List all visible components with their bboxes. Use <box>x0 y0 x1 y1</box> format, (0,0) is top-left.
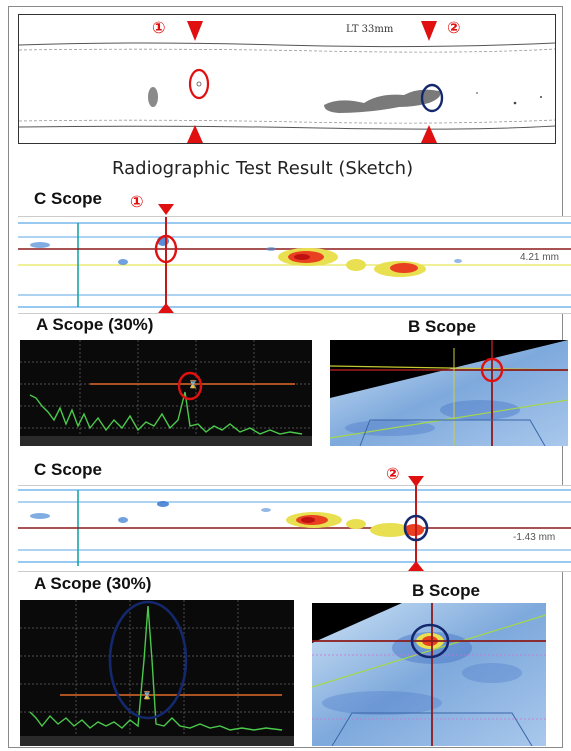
sketch-drawing <box>18 21 556 143</box>
sketch-marker-1-bottom <box>187 125 203 143</box>
sketch-marker-1-number: ① <box>152 18 166 37</box>
svg-text:⌛: ⌛ <box>142 690 152 700</box>
c-scope-1-marker-number: ① <box>130 192 144 211</box>
c-scope-1-cursor-bottom-marker <box>158 303 174 313</box>
sketch-circle-1 <box>188 68 210 100</box>
c-scope-2-marker-number: ② <box>386 464 400 483</box>
a-scope-1: ⌛ <box>20 340 312 446</box>
b-scope-2 <box>312 603 546 746</box>
c-scope-1-label: C Scope <box>34 189 103 208</box>
c-scope-2-label: C Scope <box>34 460 103 479</box>
c-scope-2-reading: -1.43 mm <box>513 532 556 543</box>
sketch-indication-elongated <box>324 89 441 113</box>
a-scope-1-label: A Scope (30%) <box>36 315 154 334</box>
radiograph-sketch <box>18 14 556 144</box>
sketch-marker-2-bottom <box>421 125 437 143</box>
sketch-handwritten-note: LT 33mm <box>346 24 394 35</box>
c-scope-1 <box>18 216 571 314</box>
a-scope-2-label: A Scope (30%) <box>34 574 152 593</box>
b-scope-1 <box>330 340 568 446</box>
c-scope-2-cursor-bottom-marker <box>408 561 424 571</box>
svg-text:⌛: ⌛ <box>188 379 198 389</box>
c-scope-2 <box>18 485 571 572</box>
c-scope-1-cursor-top-marker <box>158 204 174 215</box>
sketch-circle-2 <box>420 83 444 113</box>
sketch-marker-2-top <box>421 21 437 41</box>
b-scope-2-label: B Scope <box>412 581 481 600</box>
c-scope-2-cursor-top-marker <box>408 476 424 487</box>
sketch-caption: Radiographic Test Result (Sketch) <box>112 158 414 179</box>
b-scope-1-label: B Scope <box>408 317 477 336</box>
a-scope-2: ⌛ <box>20 600 294 746</box>
sketch-marker-2-number: ② <box>447 18 461 37</box>
sketch-indication-small <box>148 87 158 107</box>
sketch-marker-1-top <box>187 21 203 41</box>
c-scope-1-reading: 4.21 mm <box>520 252 559 263</box>
